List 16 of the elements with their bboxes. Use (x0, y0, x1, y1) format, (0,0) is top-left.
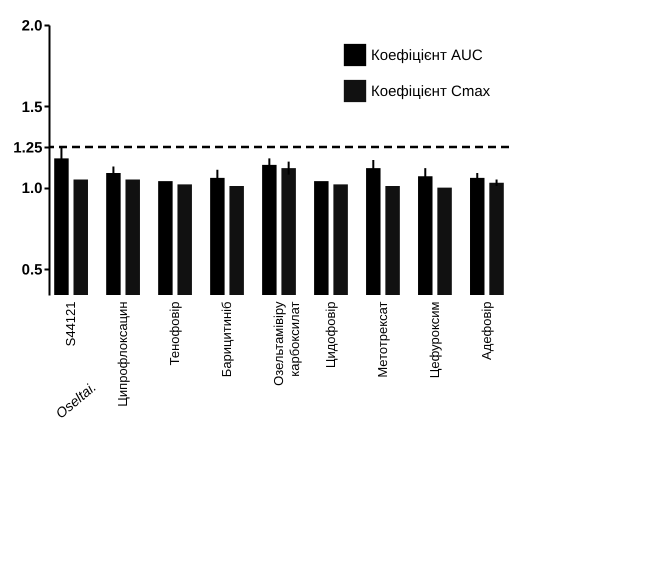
x-tick-label: Метотрексат (374, 301, 390, 378)
x-tick-label: Барицитиніб (219, 302, 234, 378)
x-tick-label: Цидофовір (322, 302, 338, 368)
y-tick-label: 2.0 (22, 18, 42, 34)
legend-label: Коефіцієнт Cmax (371, 83, 491, 100)
y-tick-label: 1.5 (22, 98, 42, 116)
legend-label: Коефіцієнт AUC (371, 47, 483, 64)
y-tick-label: 0.5 (22, 261, 42, 278)
x-tick-label: Тенофовір (167, 302, 182, 366)
x-tick-label: Цефуроксим (426, 301, 442, 378)
y-tick-label: 1.0 (22, 180, 42, 198)
x-tick-label: S44121 (63, 302, 78, 346)
x-tick-label: Адефовір (478, 302, 494, 360)
x-tick-label: Ципрофлоксацин (115, 302, 130, 407)
x-tick-label: Озельтамівіру карбоксилат (271, 301, 302, 386)
y-tick-label: 1.25 (13, 139, 42, 156)
